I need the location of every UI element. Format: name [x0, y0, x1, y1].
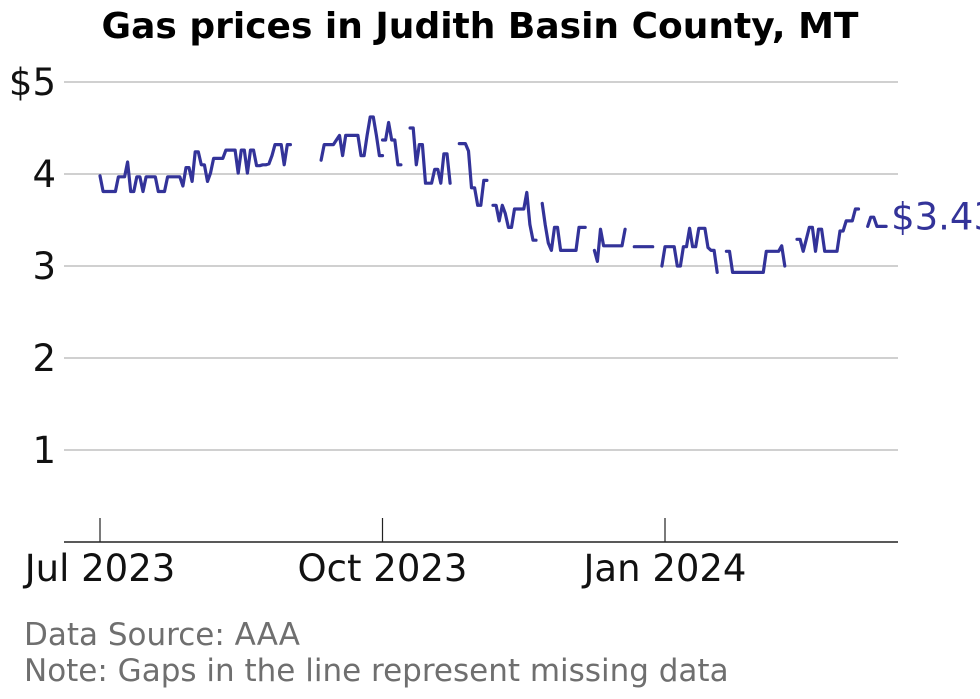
x-tick-label: Jul 2023 — [23, 547, 176, 590]
x-tick-label: Jan 2024 — [582, 547, 747, 590]
x-tick-label: Oct 2023 — [298, 547, 468, 590]
latest-price-label: $3.43 — [891, 195, 980, 238]
series-segment-10 — [660, 226, 719, 274]
series-segment-12 — [795, 207, 861, 253]
gas-price-chart: Gas prices in Judith Basin County, MT 1 2… — [9, 6, 980, 590]
y-tick-label: 3 — [32, 245, 56, 288]
data-source-note: Data Source: AAA — [24, 617, 300, 653]
series-segment-11 — [724, 244, 787, 274]
y-tick-label: 2 — [32, 337, 56, 380]
y-axis-ticks: 1 2 3 4 $5 — [9, 61, 56, 472]
chart-title: Gas prices in Judith Basin County, MT — [102, 6, 859, 47]
x-axis-ticks: Jul 2023 Oct 2023 Jan 2024 — [23, 518, 747, 590]
y-tick-label: 4 — [32, 153, 56, 196]
series-segment-1 — [98, 143, 292, 194]
series-segment-7 — [540, 201, 587, 252]
y-tick-label: 1 — [32, 429, 56, 472]
y-tick-label: $5 — [9, 61, 56, 104]
series-segment-4 — [408, 126, 452, 185]
missing-data-note: Note: Gaps in the line represent missing… — [24, 653, 729, 689]
price-series — [98, 115, 888, 274]
series-segment-5 — [457, 142, 489, 207]
gridlines — [64, 81, 898, 451]
series-segment-2 — [319, 115, 385, 162]
series-segment-13 — [866, 215, 888, 228]
series-segment-6 — [491, 190, 538, 242]
series-segment-8 — [592, 227, 627, 263]
series-segment-3 — [380, 120, 403, 167]
